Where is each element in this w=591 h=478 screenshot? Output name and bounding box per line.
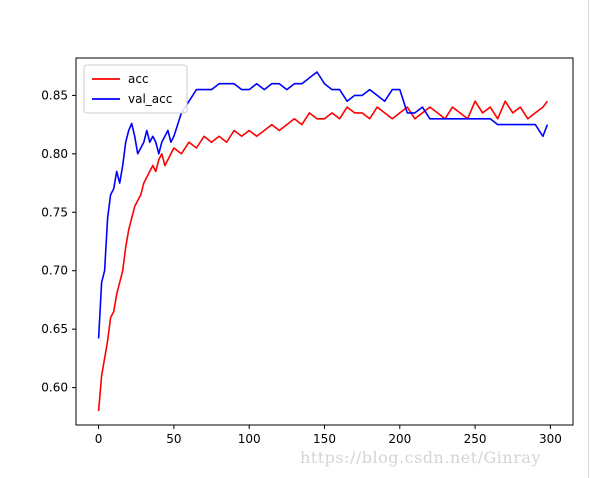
- y-tick-label: 0.70: [41, 264, 68, 278]
- y-tick-label: 0.60: [41, 381, 68, 395]
- y-tick-label: 0.85: [41, 88, 68, 102]
- legend: acc val_acc: [83, 64, 188, 114]
- x-tick-label: 100: [238, 432, 261, 446]
- x-tick-label: 50: [166, 432, 181, 446]
- x-tick-label: 200: [388, 432, 411, 446]
- x-tick-label: 250: [464, 432, 487, 446]
- y-tick-label: 0.65: [41, 322, 68, 336]
- y-axis: 0.60 0.65 0.70 0.75 0.80 0.85: [41, 88, 76, 395]
- x-tick-label: 300: [539, 432, 562, 446]
- watermark-text: https://blog.csdn.net/Ginray: [300, 448, 541, 467]
- legend-label-acc: acc: [128, 72, 149, 86]
- legend-box: [83, 64, 188, 114]
- series-line-val_acc: [97, 71, 549, 339]
- x-axis: 0 50 100 150 200 250 300: [95, 425, 562, 446]
- series-line-acc: [97, 100, 549, 412]
- y-tick-label: 0.80: [41, 147, 68, 161]
- y-tick-label: 0.75: [41, 205, 68, 219]
- legend-label-val_acc: val_acc: [128, 92, 172, 106]
- x-tick-label: 0: [95, 432, 103, 446]
- series-layer: [97, 71, 549, 412]
- x-tick-label: 150: [313, 432, 336, 446]
- page-edge-divider: [588, 0, 589, 478]
